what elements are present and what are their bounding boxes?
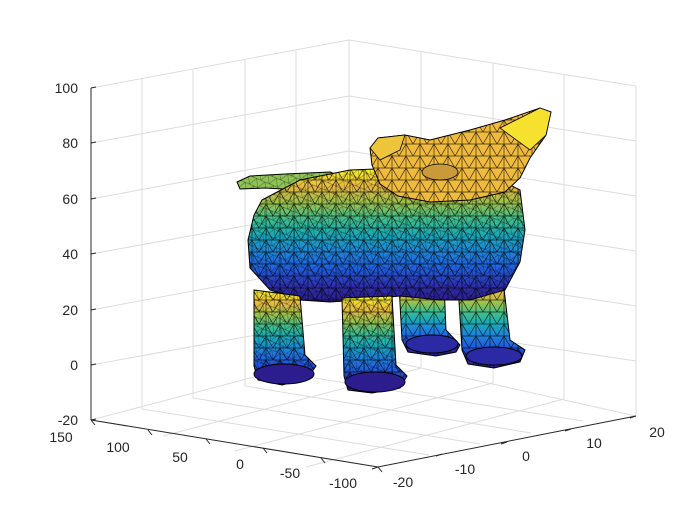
z-tick-label: 40	[62, 246, 78, 262]
x-tick-label: 10	[586, 435, 602, 451]
z-tick-labels: 100 80 60 40 20 0 -20	[55, 80, 79, 428]
x-tick-marks	[371, 415, 637, 470]
cat-face-feature	[421, 163, 459, 181]
z-tick-label: 80	[62, 135, 78, 151]
x-tick-labels: -20 -10 0 10 20	[393, 424, 665, 490]
cat-head	[369, 107, 552, 203]
x-tick-label: -10	[455, 461, 475, 477]
y-tick-label: 150	[49, 429, 73, 445]
grid-z-levels	[90, 39, 637, 421]
grid-floor	[141, 367, 584, 468]
y-tick-label: 100	[106, 439, 130, 455]
x-tick-label: 20	[649, 424, 665, 440]
front-left-leg	[253, 289, 317, 386]
cat-paws	[253, 334, 523, 393]
z-tick-label: 60	[62, 191, 78, 207]
z-tick-label: -20	[58, 412, 78, 428]
y-tick-labels: 150 100 50 0 -50 -100	[49, 429, 357, 491]
z-tick-label: 0	[70, 357, 78, 373]
y-tick-label: 0	[236, 456, 244, 472]
cat-body	[247, 167, 526, 303]
y-tick-label: -100	[329, 475, 357, 491]
z-tick-label: 100	[55, 80, 79, 96]
x-tick-label: 0	[522, 448, 530, 464]
y-tick-label: -50	[280, 465, 300, 481]
z-tick-label: 20	[62, 302, 78, 318]
y-tick-label: 50	[172, 449, 188, 465]
y-tick-marks	[90, 419, 383, 473]
cat-mesh-surface	[236, 107, 552, 394]
z-tick-marks	[90, 86, 97, 421]
x-tick-label: -20	[393, 474, 413, 490]
front-right-leg	[341, 295, 408, 394]
back-left-leg	[457, 279, 526, 369]
